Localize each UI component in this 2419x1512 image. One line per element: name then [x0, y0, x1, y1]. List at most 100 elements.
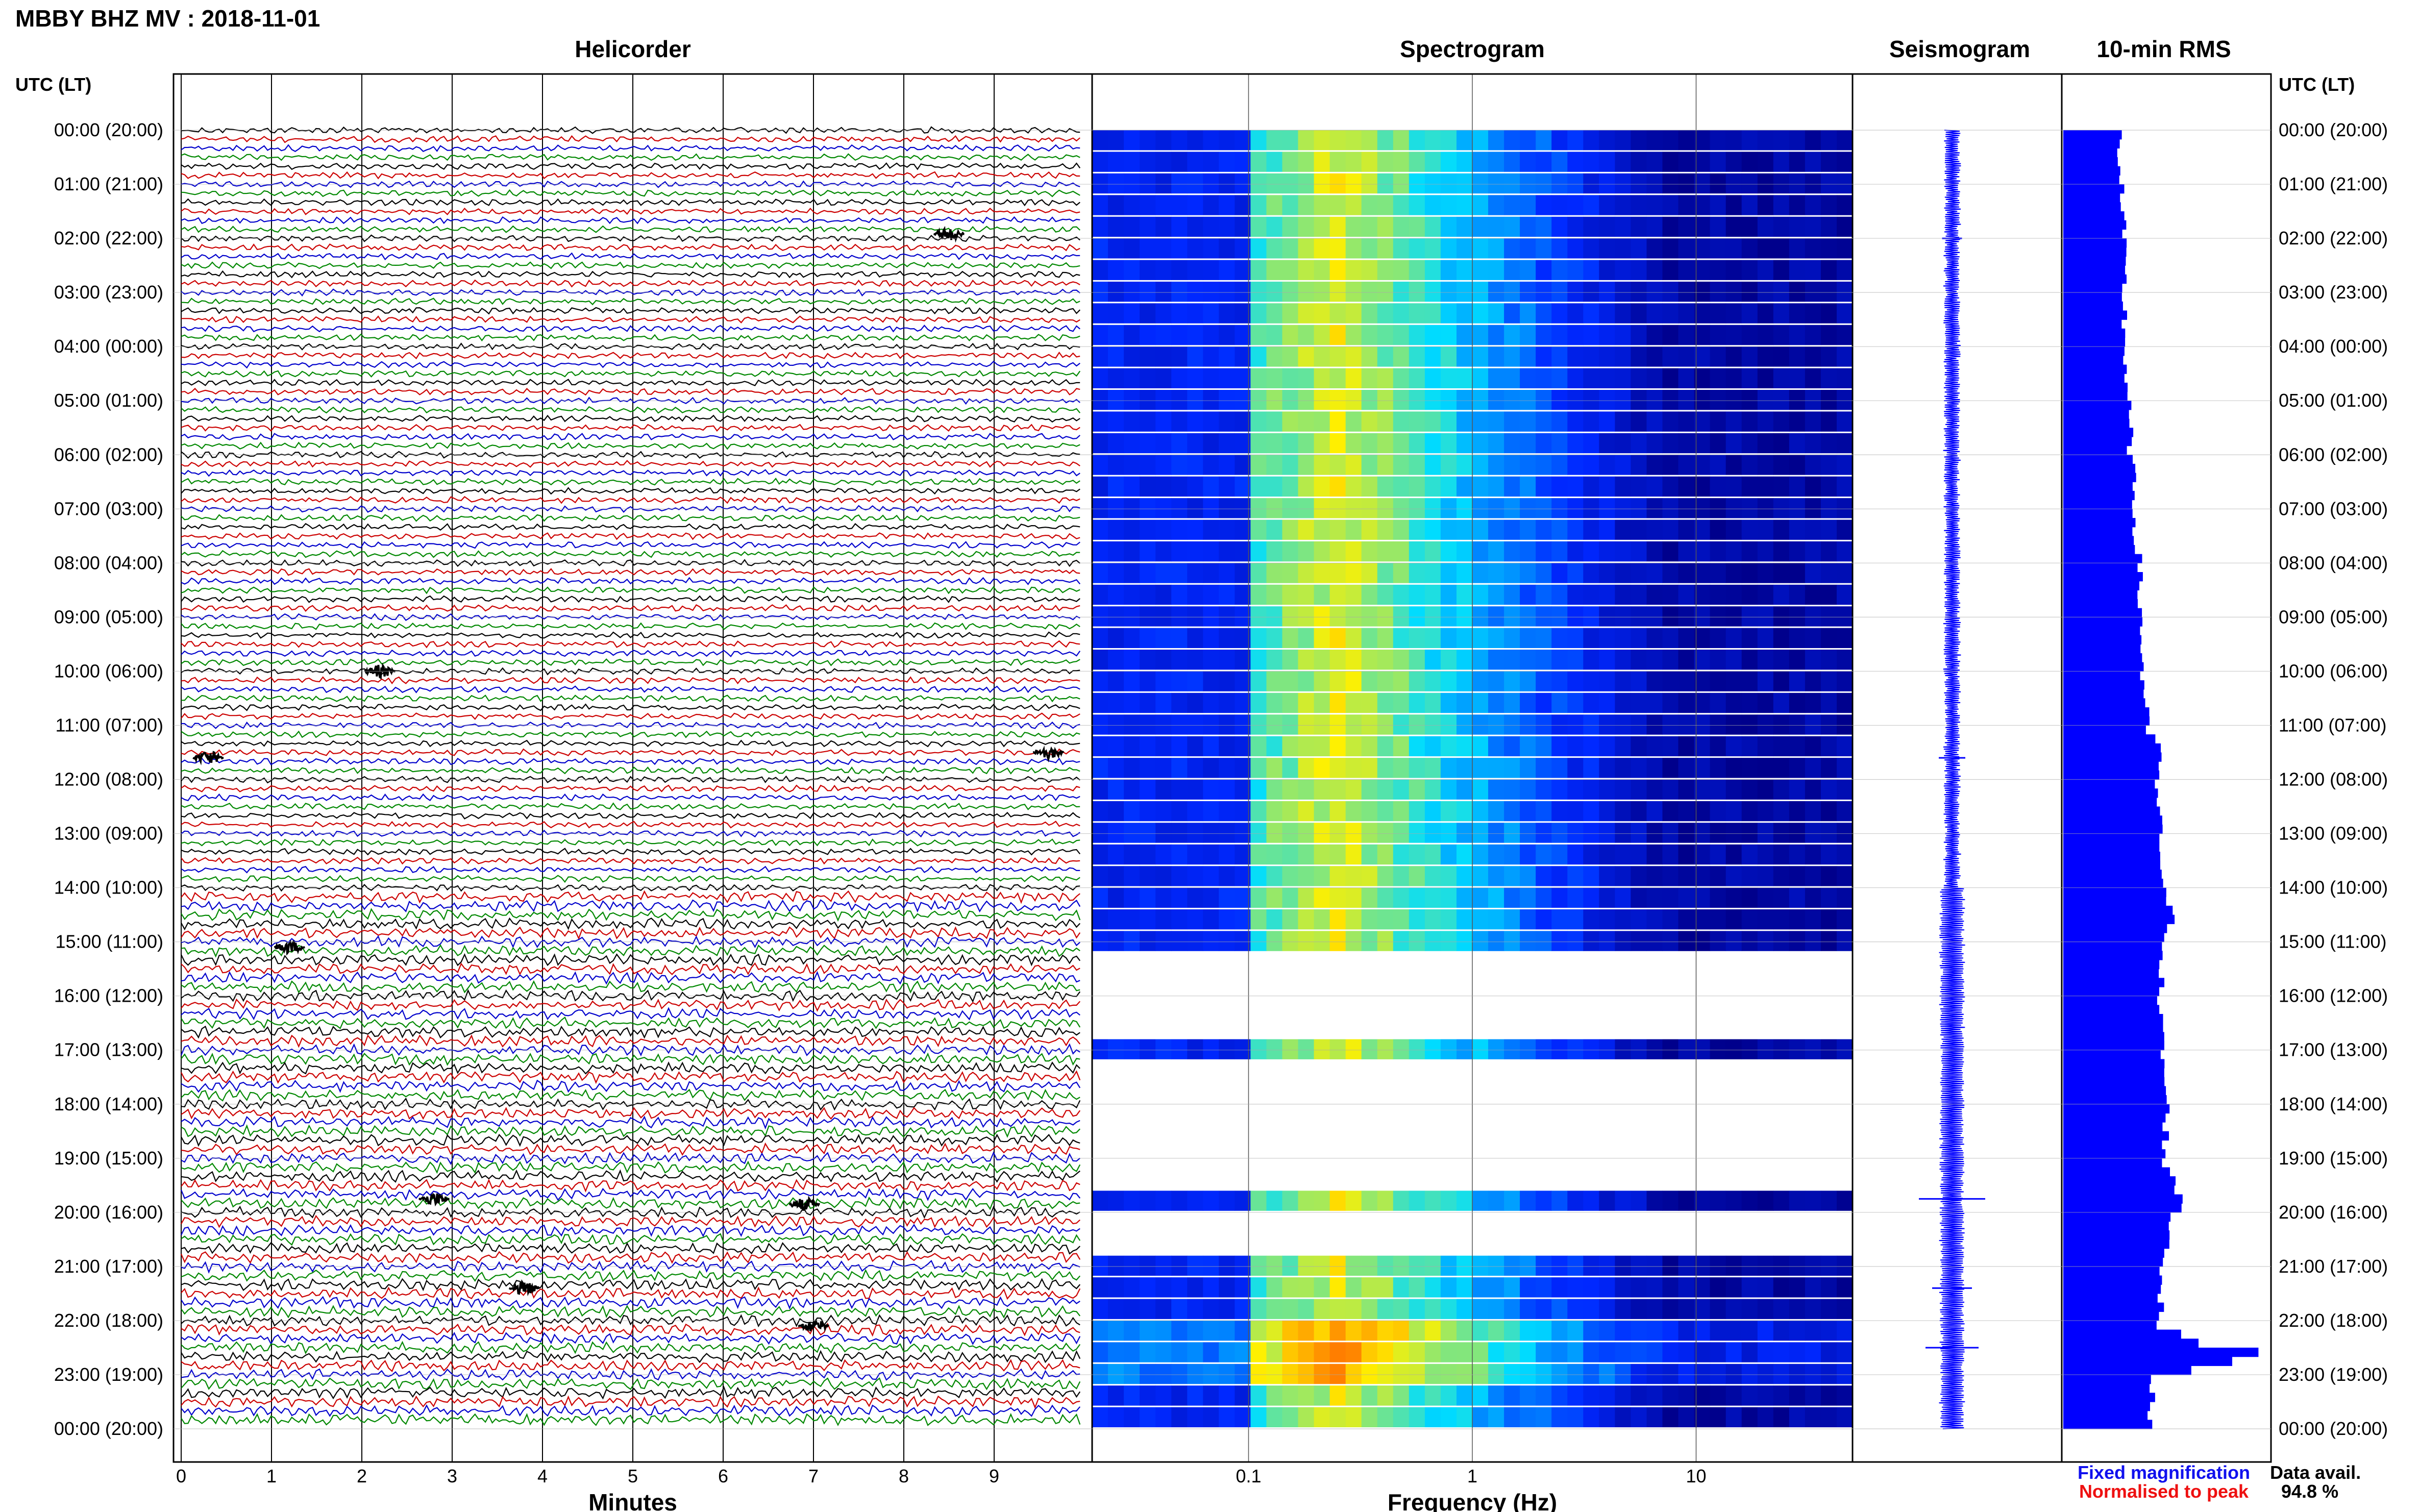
spectrogram-cell: [1171, 671, 1188, 691]
spectrogram-cell: [1646, 1299, 1663, 1319]
spectrogram-cell: [1678, 130, 1695, 151]
spectrogram-cell: [1393, 1299, 1410, 1319]
spectrogram-cell: [1203, 1385, 1219, 1406]
spectrogram-cell: [1837, 1039, 1853, 1059]
helicorder-trace: [181, 766, 1080, 775]
x-axes: 0 1 2 3 4 5 6 7 8 9 0.1 1 10: [176, 1466, 1707, 1486]
spectrogram-cell: [1583, 1342, 1599, 1362]
spectrogram-cell: [1820, 909, 1837, 930]
spectrogram-cell: [1488, 433, 1504, 454]
spectrogram-cell: [1551, 844, 1568, 865]
spectrogram-cell: [1488, 173, 1504, 194]
rms-bar: [2063, 1221, 2169, 1231]
spectrogram-cell: [1282, 758, 1299, 778]
spectrogram-cell: [1329, 303, 1346, 324]
spectrogram-cell: [1488, 887, 1504, 908]
rms-bar: [2063, 1122, 2163, 1132]
spectrogram-cell: [1092, 584, 1108, 605]
spectrogram-cell: [1108, 130, 1124, 151]
spectrogram-cell: [1235, 1277, 1251, 1298]
spectrogram-cell: [1757, 433, 1774, 454]
helicorder-trace: [181, 857, 1080, 865]
spectrogram-cell: [1345, 346, 1362, 367]
spectrogram-cell: [1741, 1407, 1758, 1427]
spectrogram-cell: [1725, 1039, 1742, 1059]
spectrogram-cell: [1741, 1039, 1758, 1059]
spectrogram-cell: [1725, 173, 1742, 194]
rms-bar: [2063, 500, 2132, 509]
spectrogram-cell: [1409, 1342, 1425, 1362]
spectrogram-cell: [1615, 541, 1631, 562]
helicorder-trace: [181, 1359, 1080, 1372]
spectrogram-cell: [1599, 628, 1615, 648]
helicorder-trace: [180, 1251, 1081, 1264]
spectrogram-cell: [1187, 606, 1203, 627]
spectrogram-cell: [1599, 1342, 1615, 1362]
spectrogram-cell: [1298, 628, 1315, 648]
spectrogram-cell: [1662, 779, 1679, 800]
spectrogram-cell: [1298, 541, 1315, 562]
spectrogram-cell: [1710, 216, 1726, 237]
spectrogram-cell: [1599, 1039, 1615, 1059]
spectrogram-cell: [1520, 325, 1536, 345]
spectrogram-cell: [1235, 801, 1251, 822]
spectrogram-cell: [1694, 433, 1711, 454]
spectrogram-cell: [1805, 887, 1821, 908]
spectrogram-cell: [1298, 887, 1315, 908]
spectrogram-cell: [1235, 714, 1251, 735]
spectrogram-cell: [1599, 455, 1615, 475]
spectrogram-cell: [1710, 433, 1726, 454]
spectrogram-cell: [1092, 411, 1108, 432]
spectrogram-cell: [1837, 541, 1853, 562]
spectrogram-cell: [1250, 844, 1267, 865]
helicorder-trace: [181, 1052, 1080, 1066]
spectrogram-cell: [1615, 281, 1631, 302]
helicorder-trace: [181, 495, 1080, 504]
rms-bar: [2063, 1077, 2165, 1086]
spectrogram-cell: [1599, 606, 1615, 627]
spectrogram-cell: [1646, 584, 1663, 605]
spectrogram-cell: [1789, 173, 1806, 194]
spectrogram-cell: [1092, 779, 1108, 800]
spectrogram-cell: [1789, 563, 1806, 583]
spectrogram-cell: [1773, 346, 1790, 367]
spectrogram-cell: [1820, 325, 1837, 345]
spectrogram-cell: [1314, 823, 1330, 843]
spectrogram-cell: [1599, 671, 1615, 691]
spectrogram-cell: [1789, 1320, 1806, 1341]
spectrogram-cell: [1092, 1255, 1108, 1276]
helicorder-trace: [181, 189, 1080, 197]
spectrogram-cell: [1694, 541, 1711, 562]
spectrogram-cell: [1235, 411, 1251, 432]
spectrogram-cell: [1203, 801, 1219, 822]
spectrogram-cell: [1282, 736, 1299, 757]
spectrogram-cell: [1235, 152, 1251, 172]
spectrogram-cell: [1361, 671, 1378, 691]
spectrogram-cell: [1805, 152, 1821, 172]
spectrogram-cell: [1536, 714, 1552, 735]
spectrogram-cell: [1361, 411, 1378, 432]
spectrogram-cell: [1472, 303, 1489, 324]
spectrogram-cell: [1424, 173, 1441, 194]
spectrogram-cell: [1599, 1299, 1615, 1319]
spectrogram-cell: [1837, 887, 1853, 908]
spectrogram-cell: [1361, 476, 1378, 497]
spectrogram-cell: [1108, 671, 1124, 691]
rms-bar: [2063, 374, 2125, 383]
helicorder-trace: [181, 1142, 1080, 1156]
spectrogram-cell: [1250, 281, 1267, 302]
spectrogram-cell: [1789, 1407, 1806, 1427]
spectrogram-cell: [1377, 541, 1394, 562]
spectrogram-cell: [1282, 931, 1299, 951]
spectrogram-cell: [1631, 173, 1647, 194]
spectrogram-cell: [1694, 260, 1711, 280]
spectrogram-cell: [1805, 1039, 1821, 1059]
spectrogram-cell: [1250, 303, 1267, 324]
spectrogram-cell: [1567, 519, 1584, 540]
spectrogram-cell: [1314, 238, 1330, 259]
spectrogram-cell: [1710, 866, 1726, 886]
rms-bar: [2063, 941, 2162, 951]
spectrogram-cell: [1457, 1277, 1473, 1298]
spectrogram-cell: [1187, 563, 1203, 583]
spectrogram-cell: [1615, 1320, 1631, 1341]
